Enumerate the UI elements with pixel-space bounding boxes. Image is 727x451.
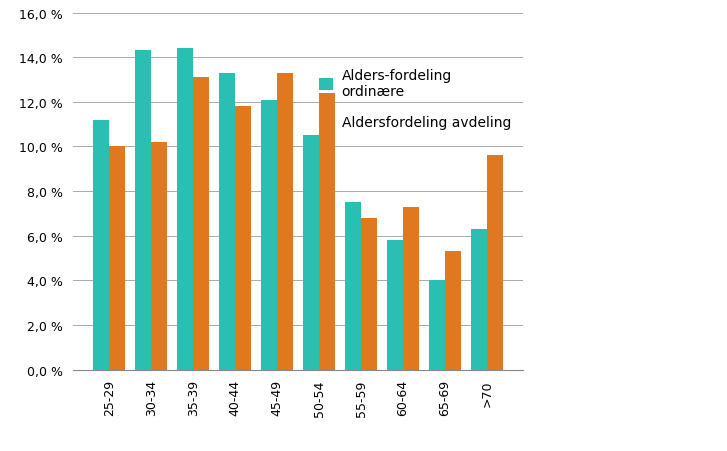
Bar	[277, 74, 293, 370]
Bar	[193, 78, 209, 370]
Bar	[219, 74, 235, 370]
Bar	[471, 230, 487, 370]
Bar	[403, 207, 419, 370]
Bar	[319, 94, 335, 370]
Bar	[445, 252, 461, 370]
Bar	[361, 218, 377, 370]
Bar	[177, 49, 193, 370]
Bar	[109, 147, 125, 370]
Legend: Alders-fordeling
ordinære, Aldersfordeling avdeling: Alders-fordeling ordinære, Aldersfordeli…	[314, 63, 516, 135]
Bar	[429, 281, 445, 370]
Bar	[151, 143, 167, 370]
Bar	[235, 107, 251, 370]
Bar	[135, 51, 151, 370]
Bar	[93, 120, 109, 370]
Bar	[345, 203, 361, 370]
Bar	[303, 136, 319, 370]
Bar	[261, 101, 277, 370]
Bar	[487, 156, 503, 370]
Bar	[387, 241, 403, 370]
